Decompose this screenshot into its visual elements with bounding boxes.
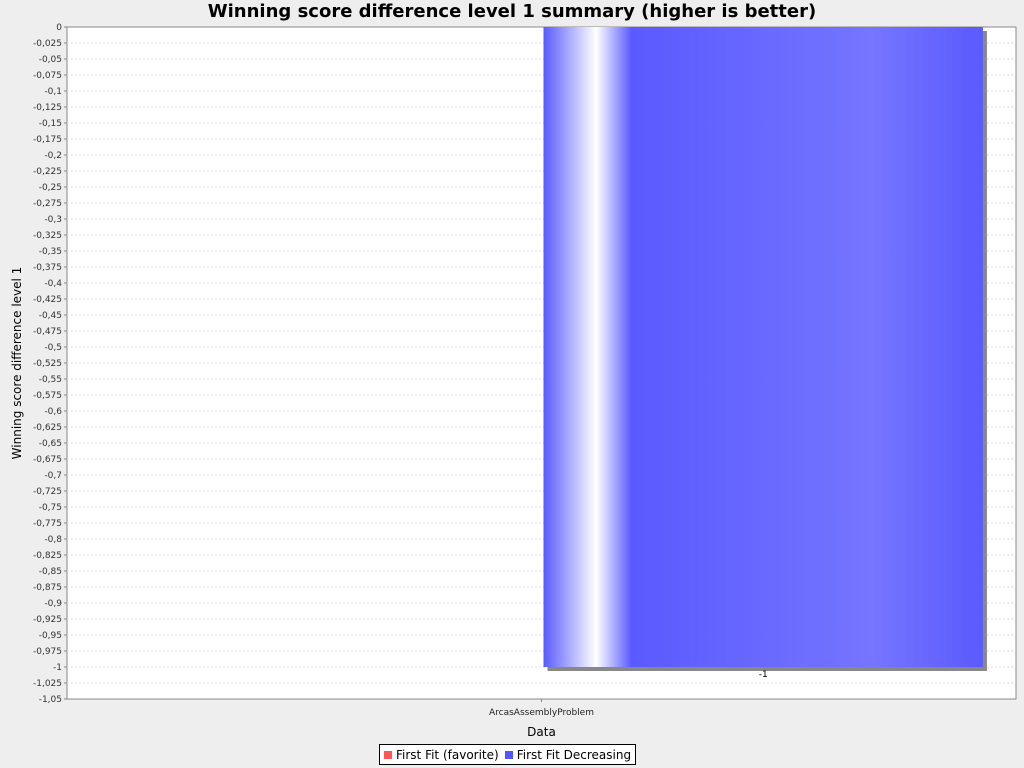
y-tick-label: -0,75 <box>39 503 62 513</box>
y-tick-label: -0,7 <box>44 471 62 481</box>
y-tick-label: -1 <box>53 663 62 673</box>
legend-swatch <box>504 750 513 759</box>
chart-title: Winning score difference level 1 summary… <box>207 1 817 22</box>
y-tick-label: -0,025 <box>33 39 62 49</box>
y-tick-label: -0,525 <box>33 359 62 369</box>
y-tick-label: -0,475 <box>33 327 62 337</box>
y-tick-label: -0,675 <box>33 455 62 465</box>
y-axis-title: Winning score difference level 1 <box>10 267 24 460</box>
y-tick-label: -0,6 <box>44 407 62 417</box>
x-category-label: ArcasAssemblyProblem <box>489 708 594 718</box>
y-tick-label: -0,9 <box>44 599 62 609</box>
y-tick-label: -1,025 <box>33 679 62 689</box>
legend-label: First Fit (favorite) <box>396 747 499 762</box>
legend-item: First Fit Decreasing <box>504 747 632 762</box>
y-tick-label: -0,875 <box>33 583 62 593</box>
y-tick-label: -0,4 <box>44 279 62 289</box>
y-tick-label: -0,125 <box>33 103 62 113</box>
y-tick-label: -0,05 <box>39 55 62 65</box>
y-tick-label: -0,325 <box>33 231 62 241</box>
y-tick-label: -0,85 <box>39 567 62 577</box>
y-tick-label: -0,95 <box>39 631 62 641</box>
x-axis-categories: ArcasAssemblyProblem <box>489 699 594 718</box>
x-axis-title: Data <box>527 725 556 739</box>
bars: -1 <box>543 27 987 680</box>
bar-first-fit-decreasing <box>543 27 983 667</box>
y-tick-label: -0,1 <box>44 87 62 97</box>
y-tick-label: -0,65 <box>39 439 62 449</box>
data-label: -1 <box>759 670 768 680</box>
y-tick-label: -0,15 <box>39 119 62 129</box>
y-tick-label: -0,55 <box>39 375 62 385</box>
y-tick-label: -0,975 <box>33 647 62 657</box>
y-tick-label: -1,05 <box>39 695 62 705</box>
y-tick-label: -0,5 <box>44 343 62 353</box>
y-tick-label: -0,3 <box>44 215 62 225</box>
y-tick-label: -0,45 <box>39 311 62 321</box>
y-tick-label: -0,825 <box>33 551 62 561</box>
y-tick-label: -0,175 <box>33 135 62 145</box>
y-axis-ticks: 0 -0,025 -0,05 -0,075 -0,1 -0,125 -0,15 -0,175 -… <box>33 23 67 705</box>
legend-label: First Fit Decreasing <box>516 747 632 762</box>
y-tick-label: -0,25 <box>39 183 62 193</box>
y-tick-label: -0,225 <box>33 167 62 177</box>
y-tick-label: -0,575 <box>33 391 62 401</box>
y-tick-label: 0 <box>56 23 62 33</box>
y-tick-label: -0,375 <box>33 263 62 273</box>
y-tick-label: -0,275 <box>33 199 62 209</box>
legend: First Fit (favorite) First Fit Decreasing <box>379 744 637 765</box>
y-tick-label: -0,625 <box>33 423 62 433</box>
y-tick-label: -0,8 <box>44 535 62 545</box>
y-tick-label: -0,35 <box>39 247 62 257</box>
y-tick-label: -0,2 <box>44 151 62 161</box>
y-tick-label: -0,725 <box>33 487 62 497</box>
y-tick-label: -0,775 <box>33 519 62 529</box>
legend-item: First Fit (favorite) <box>384 748 499 762</box>
legend-swatch <box>384 750 392 759</box>
y-tick-label: -0,425 <box>33 295 62 305</box>
y-tick-label: -0,925 <box>33 615 62 625</box>
y-tick-label: -0,075 <box>33 71 62 81</box>
